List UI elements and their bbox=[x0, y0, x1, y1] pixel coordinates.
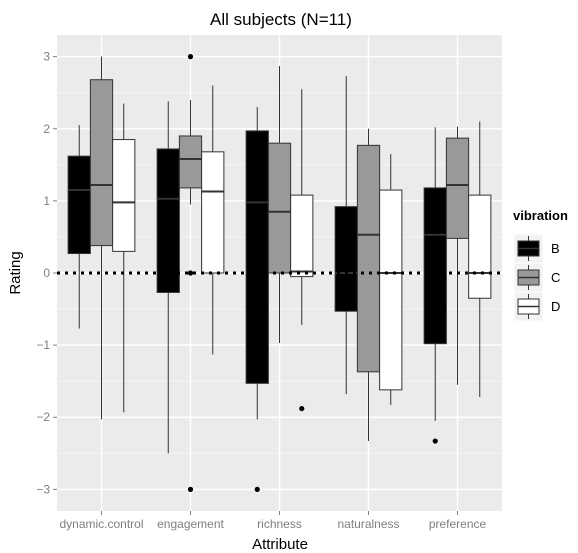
x-tick-label: preference bbox=[429, 517, 487, 531]
x-axis-title: Attribute bbox=[252, 536, 308, 553]
box-body bbox=[112, 139, 136, 252]
box-body bbox=[334, 206, 358, 312]
box-body bbox=[379, 189, 403, 391]
y-tick-label: 2 bbox=[43, 122, 50, 136]
y-tick-label: 0 bbox=[43, 266, 50, 280]
box-D-naturalness bbox=[379, 154, 403, 405]
box-series bbox=[67, 54, 492, 492]
box-body bbox=[468, 194, 492, 299]
box-C-engagement bbox=[178, 54, 203, 492]
legend: vibration BCD bbox=[513, 208, 568, 322]
outlier-point bbox=[187, 270, 194, 276]
y-tick-label: 1 bbox=[43, 194, 50, 208]
box-C-preference bbox=[445, 126, 470, 385]
legend-title: vibration bbox=[513, 208, 568, 223]
y-tick-label: −1 bbox=[36, 338, 50, 352]
box-body bbox=[89, 79, 114, 247]
outlier-point bbox=[432, 438, 438, 444]
box-body bbox=[178, 135, 203, 189]
box-D-dynamic.control bbox=[112, 103, 136, 413]
box-body bbox=[156, 148, 180, 293]
legend-label: B bbox=[551, 241, 560, 256]
y-tick-label: −2 bbox=[36, 410, 50, 424]
x-tick-label: dynamic.control bbox=[59, 517, 143, 531]
y-axis-title: Rating bbox=[7, 251, 24, 294]
outlier-point bbox=[299, 405, 305, 412]
x-axis: dynamic.control engagement richness natural… bbox=[59, 511, 487, 531]
box-B-engagement bbox=[156, 101, 180, 454]
legend-label: D bbox=[551, 299, 560, 314]
box-C-richness bbox=[267, 66, 292, 343]
chart-title: All subjects (N=11) bbox=[210, 10, 352, 29]
box-body bbox=[445, 137, 470, 239]
box-D-engagement bbox=[201, 85, 225, 355]
box-B-richness bbox=[245, 107, 269, 492]
y-tick-label: 3 bbox=[43, 50, 50, 64]
legend-item-C: C bbox=[513, 262, 560, 293]
x-tick-label: richness bbox=[257, 517, 302, 531]
box-D-richness bbox=[290, 89, 314, 412]
box-body bbox=[245, 130, 269, 384]
box-body bbox=[423, 187, 447, 345]
legend-label: C bbox=[551, 270, 560, 285]
y-tick-label: −3 bbox=[36, 482, 50, 496]
outlier-point bbox=[187, 486, 194, 492]
box-body bbox=[201, 151, 225, 274]
box-body bbox=[356, 144, 381, 373]
box-body bbox=[267, 142, 292, 274]
legend-item-D: D bbox=[513, 291, 560, 322]
legend-item-B: B bbox=[513, 233, 560, 264]
box-B-preference bbox=[423, 127, 447, 444]
outlier-point bbox=[187, 54, 194, 60]
x-tick-label: naturalness bbox=[337, 517, 399, 531]
box-body bbox=[67, 155, 91, 255]
y-axis: −3 −2 −1 0 1 2 3 bbox=[36, 50, 57, 496]
box-body bbox=[290, 194, 314, 278]
x-tick-label: engagement bbox=[157, 517, 224, 531]
outlier-point bbox=[254, 486, 260, 492]
